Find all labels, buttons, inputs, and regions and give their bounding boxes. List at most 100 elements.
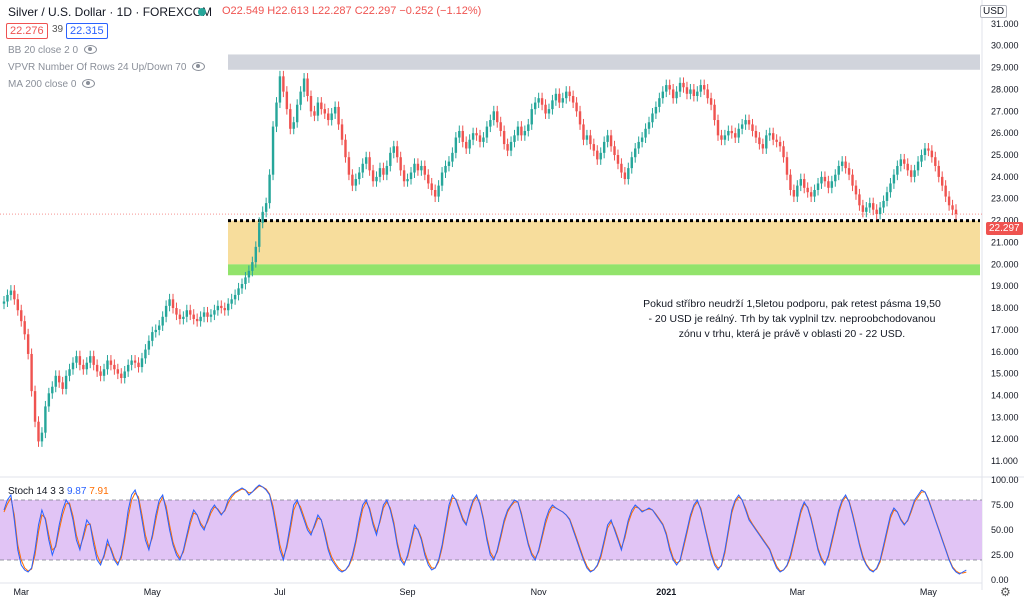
candle	[209, 314, 213, 317]
candle	[947, 196, 951, 206]
eye-icon[interactable]	[192, 62, 206, 71]
currency-selector[interactable]: USD	[980, 5, 1008, 18]
candle	[768, 133, 771, 136]
candle	[544, 104, 547, 114]
candle	[771, 133, 775, 140]
candle	[520, 126, 523, 136]
candle	[416, 163, 420, 171]
candle	[847, 168, 851, 175]
zone-gap-zone	[228, 220, 980, 265]
candle	[264, 203, 268, 212]
candle	[261, 211, 264, 223]
candle	[133, 360, 137, 363]
candle	[2, 301, 6, 304]
bid-price-box[interactable]: 22.276	[6, 23, 48, 39]
candle	[213, 310, 216, 315]
candle	[789, 174, 792, 190]
candle	[547, 109, 551, 114]
candle	[885, 192, 889, 201]
price-tick-label: 14.000	[991, 390, 1019, 400]
candle	[709, 98, 713, 105]
eye-icon[interactable]	[84, 45, 98, 54]
candle	[468, 139, 471, 149]
candle	[20, 310, 23, 322]
candle	[834, 174, 837, 182]
candle	[337, 106, 340, 125]
price-tick-label: 26.000	[991, 128, 1019, 138]
price-tick-label: 28.000	[991, 84, 1019, 94]
candle	[23, 321, 26, 335]
stoch-tick-label: 25.00	[991, 550, 1014, 560]
ask-price-box[interactable]: 22.315	[66, 23, 108, 39]
candle	[558, 93, 561, 103]
candle	[613, 146, 616, 156]
candle	[123, 371, 126, 378]
stoch-k-line	[3, 484, 967, 575]
candle	[109, 360, 113, 365]
candle	[137, 362, 140, 368]
candle	[57, 375, 61, 383]
candle	[106, 360, 109, 370]
candle	[44, 406, 47, 433]
candle	[616, 155, 620, 164]
indicator-bb[interactable]: BB 20 close 2 0	[8, 44, 98, 56]
candle	[423, 165, 427, 175]
eye-icon[interactable]	[82, 79, 96, 88]
candle	[406, 179, 409, 182]
symbol-title[interactable]: Silver / U.S. Dollar · 1D · FOREXCOM	[8, 5, 213, 19]
candle	[634, 148, 637, 158]
candle	[727, 130, 730, 136]
candle	[371, 170, 375, 182]
indicator-vpvr[interactable]: VPVR Number Of Rows 24 Up/Down 70	[8, 61, 206, 73]
candle	[244, 277, 247, 284]
price-tick-label: 23.000	[991, 194, 1019, 204]
stoch-tick-label: 100.00	[991, 475, 1019, 485]
candle	[130, 360, 133, 365]
candle	[582, 124, 585, 140]
candle	[530, 109, 533, 125]
price-tick-label: 22.000	[991, 216, 1019, 226]
candle	[164, 305, 168, 317]
spread-value: 39	[52, 24, 64, 35]
candle	[258, 222, 261, 247]
candle	[851, 174, 854, 186]
candle	[647, 122, 651, 129]
gear-icon[interactable]: ⚙	[1000, 585, 1011, 599]
candle	[799, 179, 802, 186]
candle	[33, 391, 37, 422]
candle	[944, 185, 947, 197]
candle	[440, 172, 444, 186]
annotation-text[interactable]: Pokud stříbro neudrží 1,5letou podporu, …	[643, 298, 941, 340]
candle	[668, 85, 671, 90]
candle	[64, 375, 68, 389]
candle	[437, 185, 440, 197]
candle	[316, 102, 320, 116]
candle	[654, 106, 658, 114]
stoch-tick-label: 0.00	[991, 575, 1009, 585]
stoch-tick-label: 75.00	[991, 500, 1014, 510]
candle	[696, 91, 699, 96]
stoch-legend[interactable]: Stoch 14 3 3 9.87 7.91	[8, 486, 109, 497]
candle	[651, 113, 654, 123]
candle	[313, 111, 316, 116]
candle	[30, 353, 33, 392]
candle	[102, 369, 106, 376]
candle	[858, 194, 861, 206]
price-tick-label: 20.000	[991, 259, 1019, 269]
candle	[420, 165, 423, 171]
candle	[51, 386, 54, 394]
candle	[402, 170, 406, 182]
candle	[906, 163, 909, 171]
candle	[358, 172, 361, 180]
candle	[796, 185, 799, 197]
candle	[427, 174, 430, 184]
candle	[740, 124, 744, 129]
candle	[658, 98, 661, 107]
candle	[872, 203, 875, 210]
candle	[154, 329, 157, 333]
indicator-ma[interactable]: MA 200 close 0	[8, 78, 96, 90]
candle	[99, 371, 102, 376]
candle	[340, 124, 344, 140]
candle	[226, 303, 230, 311]
